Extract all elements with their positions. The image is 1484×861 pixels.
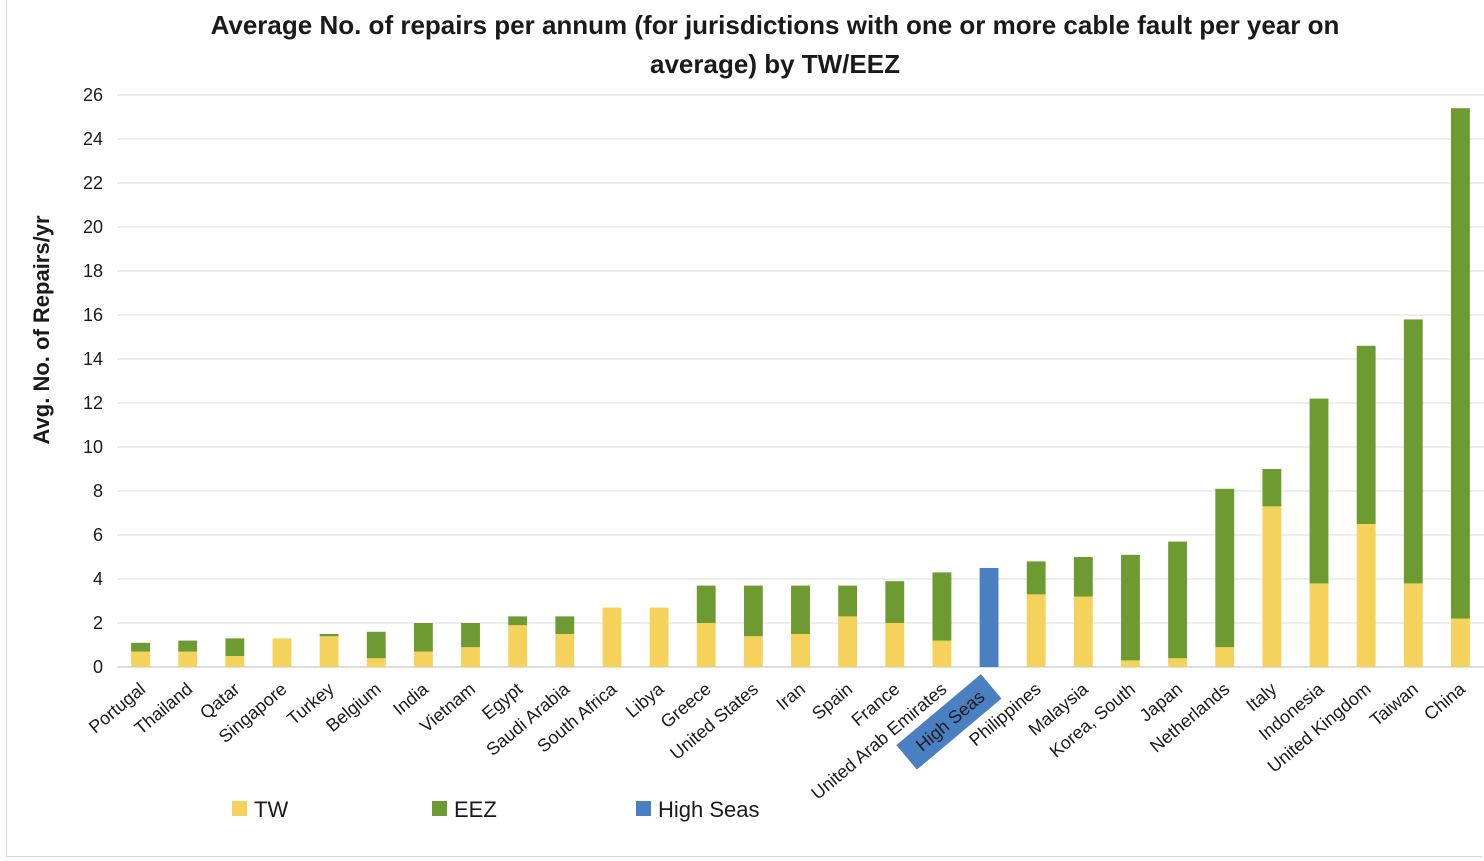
y-tick-label: 4	[93, 569, 103, 589]
bar-tw-2	[225, 656, 245, 667]
bar-eez-17	[932, 572, 952, 641]
y-tick-label: 6	[93, 525, 103, 545]
y-tick-label: 12	[83, 393, 103, 413]
bar-tw-17	[932, 640, 952, 667]
bar-tw-21	[1121, 660, 1140, 667]
bar-tw-1	[178, 651, 198, 667]
bar-eez-5	[366, 631, 386, 659]
bar-eez-16	[885, 581, 905, 623]
legend-label-eez: EEZ	[454, 797, 497, 822]
bar-eez-27	[1403, 319, 1423, 584]
bar-eez-14	[791, 585, 810, 634]
chart-title-line-2: average) by TW/EEZ	[650, 49, 900, 79]
bar-tw-23	[1215, 647, 1235, 667]
bars	[131, 108, 1470, 667]
bar-tw-6	[413, 651, 433, 667]
y-tick-label: 18	[83, 261, 103, 281]
chart-title-line-1: Average No. of repairs per annum (for ju…	[211, 10, 1340, 40]
x-tick-label: Taiwan	[1366, 679, 1422, 730]
bar-tw-13	[743, 636, 763, 667]
bar-tw-3	[272, 638, 292, 667]
bar-tw-0	[131, 651, 150, 667]
bar-tw-28	[1451, 618, 1470, 667]
x-tick-label: China	[1420, 678, 1470, 724]
y-tick-label: 16	[83, 305, 103, 325]
bar-eez-15	[838, 585, 858, 617]
bar-eez-4	[319, 634, 339, 637]
bar-tw-20	[1073, 596, 1093, 667]
bar-tw-16	[885, 623, 905, 667]
bar-tw-14	[791, 634, 810, 667]
bar-eez-13	[743, 585, 763, 637]
x-label-group: Taiwan	[1366, 679, 1422, 730]
bar-tw-22	[1168, 658, 1188, 667]
y-tick-label: 8	[93, 481, 103, 501]
y-tick-label: 24	[83, 129, 103, 149]
bar-eez-20	[1073, 557, 1093, 597]
bar-eez-0	[131, 642, 150, 652]
bar-tw-25	[1309, 583, 1329, 667]
y-tick-label: 2	[93, 613, 103, 633]
bar-eez-8	[508, 616, 528, 626]
bar-eez-1	[178, 640, 198, 652]
highlight-label-box	[896, 674, 1002, 770]
x-tick-label: Iran	[772, 679, 809, 714]
legend-swatch-tw	[232, 801, 247, 816]
bar-tw-15	[838, 616, 858, 667]
legend: TW EEZ High Seas	[232, 797, 760, 822]
bar-eez-26	[1356, 345, 1376, 524]
bar-tw-4	[319, 636, 339, 667]
bar-tw-10	[602, 607, 622, 667]
bar-eez-28	[1451, 108, 1470, 619]
bar-high-seas-18	[979, 568, 999, 667]
bar-eez-25	[1309, 398, 1329, 584]
x-label-group: China	[1420, 678, 1470, 724]
gridlines	[117, 94, 1484, 668]
bar-tw-11	[649, 607, 669, 667]
bar-tw-8	[508, 625, 528, 667]
bar-eez-2	[225, 638, 245, 656]
bar-eez-24	[1262, 469, 1282, 507]
x-label-group: Iran	[772, 679, 809, 714]
legend-swatch-high-seas	[636, 801, 651, 816]
bar-tw-27	[1403, 583, 1423, 667]
bar-tw-12	[696, 623, 716, 667]
bar-eez-23	[1215, 488, 1235, 648]
bar-tw-7	[461, 647, 480, 667]
x-tick-label: Italy	[1242, 679, 1280, 716]
bar-eez-6	[413, 623, 433, 652]
legend-swatch-eez	[432, 801, 447, 816]
bar-eez-19	[1026, 561, 1046, 595]
bar-eez-7	[461, 623, 480, 648]
bar-tw-26	[1356, 524, 1376, 667]
y-tick-label: 26	[83, 85, 103, 105]
x-label-group: Italy	[1242, 679, 1280, 716]
y-tick-label: 0	[93, 657, 103, 677]
bar-tw-9	[555, 634, 575, 667]
legend-label-high-seas: High Seas	[658, 797, 760, 822]
chart-frame	[6, 0, 1482, 857]
y-tick-label: 20	[83, 217, 103, 237]
y-axis-title: Avg. No. of Repairs/yr	[29, 215, 54, 444]
bar-eez-12	[696, 585, 716, 623]
bar-tw-5	[366, 658, 386, 667]
legend-label-tw: TW	[254, 797, 288, 822]
bar-eez-9	[555, 616, 575, 634]
y-tick-label: 10	[83, 437, 103, 457]
bar-tw-24	[1262, 506, 1282, 667]
bar-tw-19	[1026, 594, 1046, 667]
bar-eez-21	[1121, 554, 1140, 661]
y-tick-label: 22	[83, 173, 103, 193]
bar-eez-22	[1168, 541, 1188, 659]
y-tick-label: 14	[83, 349, 103, 369]
